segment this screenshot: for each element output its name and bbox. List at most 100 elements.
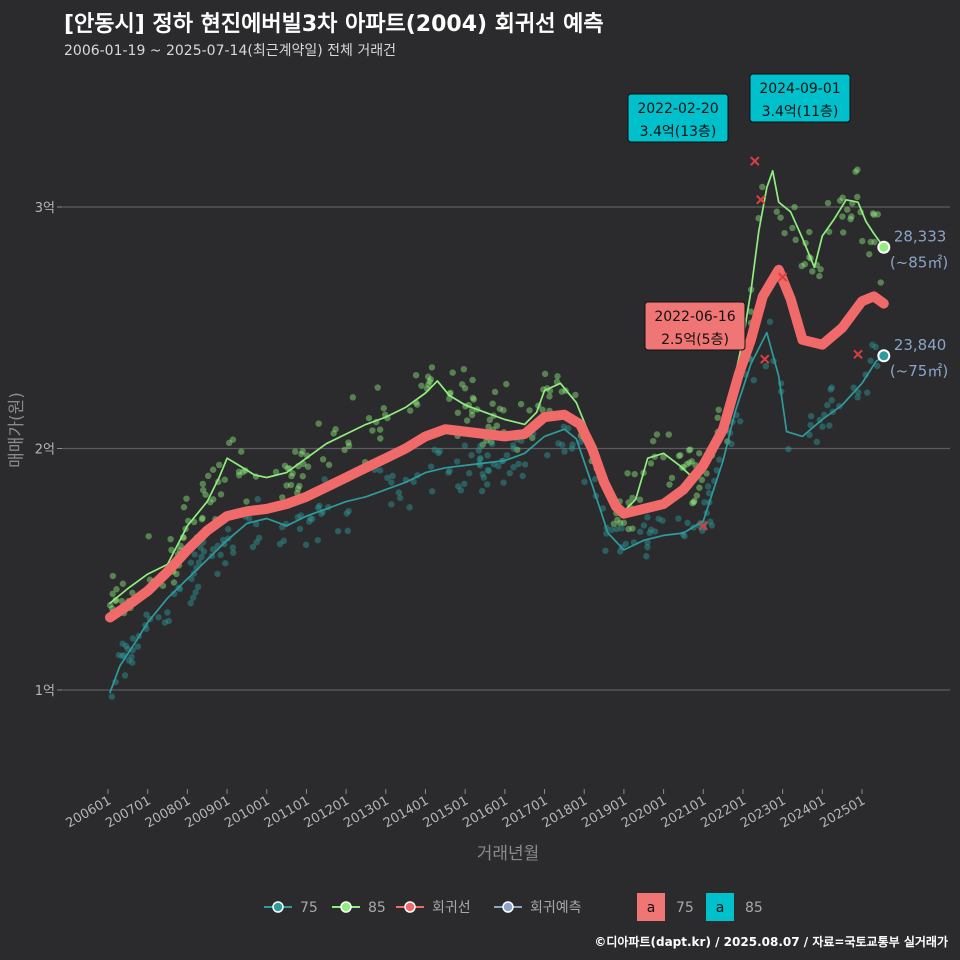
scatter-point	[569, 441, 576, 448]
scatter-point	[660, 454, 667, 461]
scatter-point	[854, 394, 861, 401]
scatter-point	[299, 473, 306, 480]
legend-label: 회귀선	[432, 900, 471, 916]
scatter-point	[384, 474, 391, 481]
scatter-point	[554, 373, 561, 380]
annotation-date: 2024-09-01	[759, 81, 840, 97]
regression-line	[105, 264, 889, 623]
scatter-point	[696, 450, 703, 457]
end-label-value: 28,333	[894, 227, 947, 245]
scatter-point	[869, 341, 876, 349]
scatter-point	[813, 438, 821, 446]
scatter-point	[296, 482, 303, 490]
y-axis-ticks: 1억 2억 3억	[35, 201, 62, 699]
highlight-cross-marker	[853, 349, 863, 360]
legend-label: 회귀예측	[530, 900, 582, 916]
scatter-point	[636, 496, 644, 503]
scatter-point	[431, 446, 438, 454]
scatter-point	[225, 526, 232, 533]
scatter-point	[294, 485, 302, 492]
scatter-point	[167, 535, 174, 543]
scatter-point	[854, 166, 861, 173]
legend: 75 85 회귀선 회귀예측 a 75 a 85	[264, 893, 763, 921]
scatter-point	[279, 494, 286, 501]
scatter-point	[298, 450, 305, 458]
scatter-point	[631, 470, 638, 478]
scatter-point	[581, 478, 588, 486]
scatter-point	[214, 570, 221, 578]
scatter-point	[446, 467, 453, 475]
scatter-point	[708, 522, 716, 529]
scatter-point	[344, 527, 352, 535]
scatter-point	[316, 502, 323, 509]
x-axis-ticks: 2006012007012008012009012010012011012012…	[64, 789, 868, 831]
scatter-point	[217, 491, 225, 498]
scatter-point	[479, 470, 486, 478]
scatter-point	[864, 389, 871, 396]
scatter-point	[426, 378, 433, 385]
annotation-value: 3.4억(11층)	[762, 104, 839, 120]
scatter-point	[503, 380, 510, 388]
end-label-value: 23,840	[894, 336, 947, 354]
scatter-point	[874, 362, 881, 370]
scatter-point	[129, 635, 137, 642]
scatter-point	[410, 478, 417, 485]
end-label-area: (~85㎡)	[890, 253, 948, 271]
scatter-point	[850, 384, 857, 391]
scatter-point	[716, 456, 723, 463]
scatter-point	[161, 619, 169, 626]
scatter-point	[698, 476, 706, 484]
scatter-point	[436, 447, 443, 455]
scatter-point	[229, 544, 237, 551]
scatter-point	[406, 504, 413, 511]
scatter-point	[428, 364, 436, 371]
scatter-point	[198, 553, 205, 561]
scatter-point	[844, 206, 851, 213]
scatter-point	[345, 442, 353, 449]
scatter-point	[304, 463, 312, 470]
scatter-point	[108, 693, 116, 700]
scatter-point	[759, 183, 766, 191]
scatter-point	[122, 642, 130, 650]
scatter-point	[414, 401, 421, 408]
scatter-point	[847, 215, 854, 223]
scatter-point	[253, 538, 260, 546]
scatter-point	[288, 472, 295, 480]
scatter-point	[817, 266, 824, 273]
scatter-point	[197, 544, 204, 551]
scatter-point	[468, 452, 475, 459]
scatter-point	[777, 214, 784, 221]
scatter-point	[828, 397, 835, 404]
scatter-point	[276, 540, 284, 548]
scatter-point	[616, 548, 624, 555]
scatter-point	[302, 541, 310, 548]
scatter-point	[395, 489, 403, 496]
scatter-point	[824, 199, 832, 207]
legend-label: 75	[676, 900, 694, 916]
scatter-point	[488, 438, 495, 446]
scatter-point	[558, 388, 566, 395]
scatter-point	[707, 518, 714, 525]
legend-label-glyph: a	[647, 900, 656, 916]
scatter-point	[479, 441, 486, 448]
scatter-point	[296, 525, 304, 533]
scatter-point	[272, 468, 280, 476]
scatter-point	[806, 228, 813, 236]
scatter-point	[461, 480, 468, 488]
scatter-point	[653, 431, 661, 438]
scatter-point	[789, 224, 796, 232]
scatter-point	[376, 467, 384, 474]
scatter-point	[125, 657, 133, 664]
scatter-point	[544, 452, 551, 459]
scatter-point	[217, 551, 224, 559]
scatter-point	[644, 539, 651, 546]
scatter-point	[616, 519, 624, 527]
scatter-point	[703, 470, 710, 477]
annotation-date: 2022-06-16	[654, 309, 735, 325]
scatter-point	[836, 197, 844, 204]
y-tick-label: 1억	[35, 684, 55, 699]
scatter-point	[427, 376, 435, 383]
scatter-point	[418, 382, 425, 389]
scatter-point	[307, 515, 314, 522]
scatter-point	[816, 272, 823, 280]
